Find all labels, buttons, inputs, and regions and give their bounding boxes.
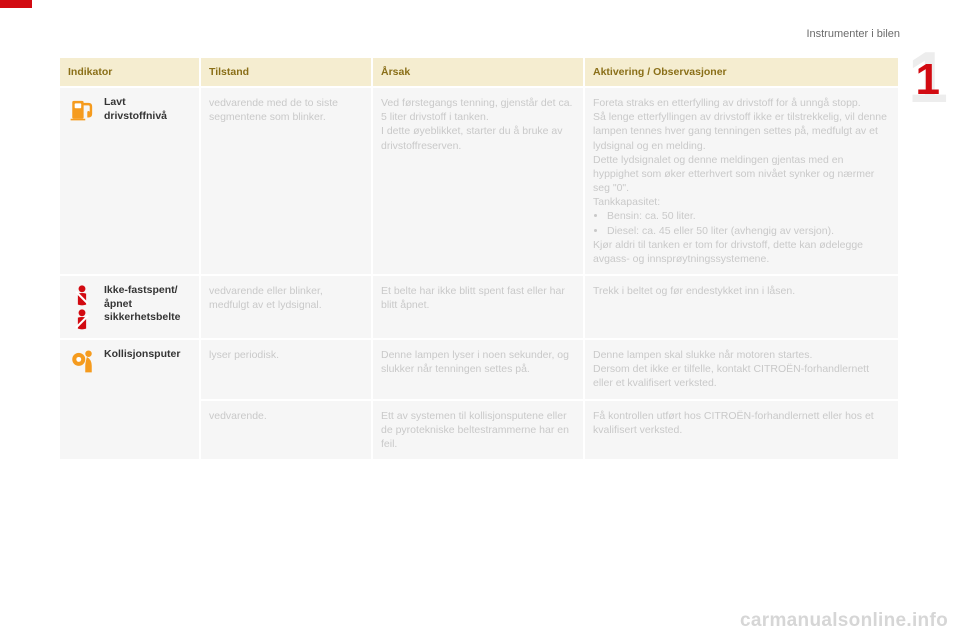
seatbelt-icon	[71, 308, 93, 330]
seatbelt-icon	[71, 284, 93, 306]
action-cell: Få kontrollen utført hos CITROËN-forhand…	[584, 400, 898, 461]
col-header-arsak: Årsak	[372, 58, 584, 87]
col-header-tilstand: Tilstand	[200, 58, 372, 87]
table-header-row: Indikator Tilstand Årsak Aktivering / Ob…	[60, 58, 898, 87]
airbag-icon	[69, 348, 95, 374]
indicator-table: Indikator Tilstand Årsak Aktivering / Ob…	[60, 58, 898, 461]
cause-cell: Et belte har ikke blitt spent fast eller…	[372, 275, 584, 339]
indicator-label: Ikke-fastspent/ åpnet sikkerhetsbelte	[104, 284, 191, 325]
state-cell: vedvarende eller blinker, medfulgt av et…	[200, 275, 372, 339]
red-corner-stripe	[0, 0, 32, 8]
chapter-number-fg: 1	[916, 58, 940, 102]
indicator-cell-fuel: Lavt drivstoffnivå	[60, 87, 200, 275]
table-row: Ikke-fastspent/ åpnet sikkerhetsbelte ve…	[60, 275, 898, 339]
state-cell: vedvarende.	[200, 400, 372, 461]
page: Instrumenter i bilen 1 1 Indikator Tilst…	[0, 0, 960, 640]
indicator-label: Kollisjonsputer	[104, 348, 191, 362]
action-cell: Trekk i beltet og før endestykket inn i …	[584, 275, 898, 339]
action-pre: Foreta straks en etterfylling av drivsto…	[593, 96, 890, 209]
fuel-low-icon	[69, 96, 95, 122]
bullet-item: Diesel: ca. 45 eller 50 liter (avhengig …	[607, 224, 890, 238]
watermark-text: carmanualsonline.info	[740, 610, 948, 632]
bullet-item: Bensin: ca. 50 liter.	[607, 209, 890, 223]
col-header-aktivering: Aktivering / Observasjoner	[584, 58, 898, 87]
table-row: Lavt drivstoffnivå vedvarende med de to …	[60, 87, 898, 275]
action-post: Kjør aldri til tanken er tom for drivsto…	[593, 238, 890, 266]
indicator-cell-airbag: Kollisjonsputer	[60, 339, 200, 460]
table-row: Kollisjonsputer lyser periodisk. Denne l…	[60, 339, 898, 400]
section-title: Instrumenter i bilen	[806, 28, 900, 40]
action-bullets: Bensin: ca. 50 liter. Diesel: ca. 45 ell…	[593, 209, 890, 237]
state-cell: vedvarende med de to siste segmentene so…	[200, 87, 372, 275]
indicator-cell-seatbelt: Ikke-fastspent/ åpnet sikkerhetsbelte	[60, 275, 200, 339]
cause-cell: Ett av systemen til kollisjonsputene ell…	[372, 400, 584, 461]
indicator-label: Lavt drivstoffnivå	[104, 96, 191, 123]
state-cell: lyser periodisk.	[200, 339, 372, 400]
col-header-indikator: Indikator	[60, 58, 200, 87]
action-cell: Denne lampen skal slukke når motoren sta…	[584, 339, 898, 400]
cause-cell: Denne lampen lyser i noen sekunder, og s…	[372, 339, 584, 400]
cause-cell: Ved førstegangs tenning, gjenstår det ca…	[372, 87, 584, 275]
action-cell: Foreta straks en etterfylling av drivsto…	[584, 87, 898, 275]
